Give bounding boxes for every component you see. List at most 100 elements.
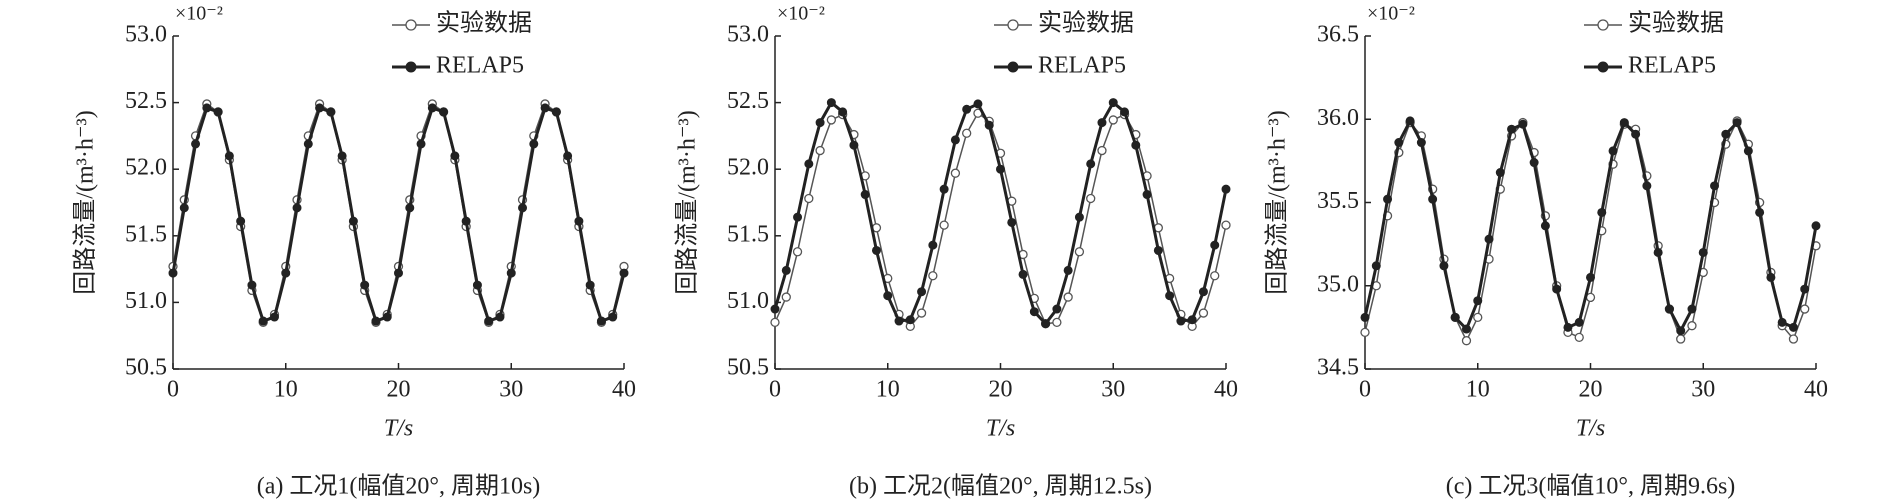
data-point [1597, 207, 1607, 217]
legend-label: RELAP5 [1628, 53, 1716, 79]
data-point [540, 103, 550, 113]
data-point [1041, 319, 1051, 329]
y-axis-label: 回路流量/(m³·h⁻³) [674, 110, 701, 294]
data-point [394, 268, 403, 278]
y-tick-label: 51.0 [125, 288, 167, 314]
data-point [1221, 184, 1231, 194]
data-point [1518, 119, 1528, 129]
data-point [962, 104, 972, 114]
data-point [1710, 181, 1720, 191]
y-tick-label: 52.5 [125, 88, 167, 114]
data-point [781, 292, 791, 302]
x-axis-label: T/s [1576, 416, 1605, 442]
data-point [804, 159, 814, 169]
data-point [1450, 312, 1460, 322]
data-point [905, 315, 915, 325]
series-line [774, 112, 1227, 328]
y-tick-label: 35.0 [1317, 271, 1359, 297]
data-point [1755, 207, 1765, 217]
data-point [563, 151, 573, 161]
legend-marker [1007, 61, 1019, 73]
data-point [1360, 312, 1370, 322]
y-tick-label: 52.0 [727, 155, 769, 181]
data-point [1052, 317, 1062, 328]
y-tick-label: 34.5 [1317, 355, 1359, 381]
x-tick-label: 20 [989, 377, 1013, 403]
data-point [472, 280, 482, 290]
data-point [928, 271, 938, 281]
data-point [1198, 308, 1209, 318]
y-axis-label: 回路流量/(m³·h⁻³) [72, 110, 99, 294]
series-line [773, 100, 1228, 327]
data-point [1097, 118, 1107, 128]
data-point [1777, 317, 1787, 327]
data-point [258, 316, 268, 326]
data-point [973, 99, 983, 109]
y-axis-label: 回路流量/(m³·h⁻³) [1264, 110, 1291, 294]
chart-panel: 50.5 51.0 51.5 52.0 52.5 53.0 0 10 20 30 40 ×10⁻² 回路… [72, 3, 637, 500]
data-point [1131, 140, 1141, 150]
data-point [894, 316, 904, 326]
legend-label: 实验数据 [436, 10, 532, 37]
data-point [281, 268, 291, 278]
y-multiplier: ×10⁻² [175, 3, 223, 25]
data-point [303, 139, 313, 149]
data-point [495, 312, 505, 322]
data-point [427, 103, 437, 113]
legend-label: 实验数据 [1038, 10, 1134, 37]
data-point [815, 145, 825, 156]
data-point [574, 216, 584, 226]
data-point [1653, 247, 1663, 257]
x-tick-label: 10 [274, 377, 298, 403]
data-point [348, 216, 358, 226]
x-tick-label: 40 [1804, 377, 1828, 403]
data-point [1552, 284, 1562, 294]
legend-label: 实验数据 [1628, 10, 1724, 37]
y-tick-label: 53.0 [125, 22, 167, 48]
data-point [826, 115, 837, 125]
data-point [1063, 265, 1073, 275]
data-point [236, 216, 246, 226]
data-point [168, 268, 178, 278]
data-point [1800, 304, 1810, 314]
data-point [1473, 312, 1483, 323]
data-point [1664, 304, 1674, 314]
x-tick-label: 40 [612, 377, 636, 403]
data-point [1563, 322, 1573, 332]
data-point [917, 287, 927, 297]
data-point [213, 107, 223, 117]
y-tick-label: 36.5 [1317, 22, 1359, 48]
x-axis-label: T/s [384, 416, 413, 442]
data-point [1086, 193, 1096, 204]
legend-marker [405, 19, 417, 31]
data-point [269, 312, 279, 322]
legend-label: RELAP5 [436, 53, 524, 79]
data-point [1405, 116, 1415, 126]
legend-label: RELAP5 [1038, 53, 1126, 79]
data-point [382, 312, 392, 322]
data-point [871, 245, 881, 255]
data-point [1018, 269, 1028, 279]
y-tick-label: 51.5 [727, 221, 769, 247]
data-point [1176, 316, 1186, 326]
data-point [1063, 292, 1073, 302]
data-point [962, 128, 972, 138]
legend-marker [1007, 19, 1019, 31]
x-tick-label: 30 [499, 377, 523, 403]
data-point [1788, 322, 1798, 332]
caption: (a) 工况1(幅值20°, 周期10s) [257, 473, 541, 500]
data-point [1495, 168, 1505, 178]
x-tick-label: 30 [1691, 377, 1715, 403]
data-point [1586, 272, 1595, 282]
x-tick-label: 40 [1214, 377, 1238, 403]
data-point [202, 103, 212, 113]
x-tick-label: 20 [387, 377, 411, 403]
data-point [1394, 138, 1404, 148]
chart-panel: 34.5 35.0 35.5 36.0 36.5 0 10 20 30 40 ×10⁻² 回路流量/(… [1264, 3, 1829, 500]
data-point [770, 304, 780, 314]
caption: (b) 工况2(幅值20°, 周期12.5s) [849, 473, 1152, 500]
y-tick-label: 51.0 [727, 288, 769, 314]
data-point [1120, 107, 1130, 117]
data-point [1540, 221, 1550, 231]
data-point [770, 317, 780, 328]
